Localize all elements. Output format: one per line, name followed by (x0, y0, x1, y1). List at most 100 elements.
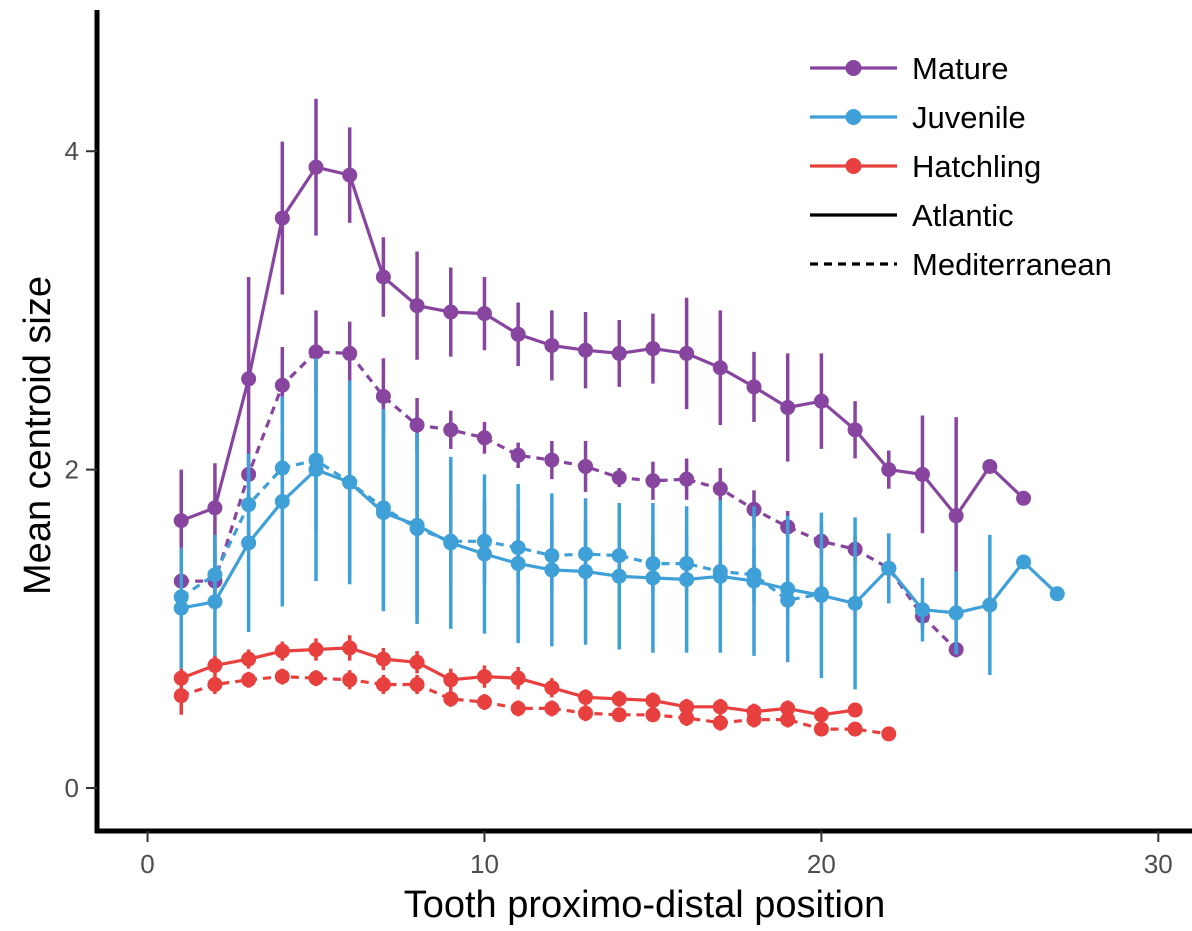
data-point (544, 452, 560, 468)
y-tick-label: 4 (65, 136, 79, 166)
data-point (308, 452, 324, 468)
data-point (409, 521, 425, 537)
data-point (645, 341, 661, 357)
data-point (544, 548, 560, 564)
data-point (948, 605, 964, 621)
data-point (510, 670, 526, 686)
data-point (679, 345, 695, 361)
data-point (409, 654, 425, 670)
legend-label: Atlantic (912, 198, 1014, 233)
legend-label: Mature (912, 51, 1008, 86)
axes (94, 10, 1192, 834)
data-point (746, 712, 762, 728)
legend-label: Mediterranean (912, 247, 1112, 282)
data-point (611, 470, 627, 486)
data-point (207, 567, 223, 583)
data-point (476, 694, 492, 710)
data-point (611, 707, 627, 723)
data-point (679, 471, 695, 487)
data-point (342, 345, 358, 361)
data-point (679, 699, 695, 715)
data-point (813, 707, 829, 723)
data-point (982, 458, 998, 474)
data-point (712, 481, 728, 497)
data-point (375, 269, 391, 285)
data-point (712, 564, 728, 580)
data-point (476, 533, 492, 549)
x-tick-label: 20 (807, 849, 836, 879)
data-point (443, 672, 459, 688)
data-point (274, 643, 290, 659)
data-point (409, 298, 425, 314)
data-point (948, 508, 964, 524)
data-point (510, 700, 526, 716)
data-point (308, 642, 324, 658)
data-point (544, 700, 560, 716)
data-point (780, 400, 796, 416)
data-point (342, 474, 358, 490)
data-point (746, 567, 762, 583)
data-point (510, 326, 526, 342)
data-point (679, 710, 695, 726)
data-point (645, 473, 661, 489)
legend-item-atlantic: Atlantic (810, 198, 1014, 233)
data-point (274, 377, 290, 393)
legend-label: Juvenile (912, 100, 1026, 135)
data-point (645, 692, 661, 708)
y-tick-label: 2 (65, 455, 79, 485)
data-point (881, 726, 897, 742)
data-point (308, 159, 324, 175)
data-point (375, 651, 391, 667)
data-point (813, 721, 829, 737)
series-juvenile-mediterranean (173, 380, 829, 625)
data-point (409, 417, 425, 433)
data-point (173, 589, 189, 605)
data-point (679, 556, 695, 572)
legend-label: Hatchling (912, 149, 1041, 184)
series-hatchling-mediterranean (173, 668, 897, 742)
data-point (241, 651, 257, 667)
x-tick-label: 0 (140, 849, 154, 879)
data-point (578, 689, 594, 705)
data-point (813, 393, 829, 409)
data-point (611, 548, 627, 564)
x-tick-label: 30 (1144, 849, 1173, 879)
data-point (342, 167, 358, 183)
data-point (544, 680, 560, 696)
data-point (1049, 586, 1065, 602)
data-point (780, 712, 796, 728)
legend-key-point (845, 109, 862, 125)
data-point (443, 304, 459, 320)
data-point (476, 430, 492, 446)
data-point (308, 344, 324, 360)
data-point (375, 500, 391, 516)
legend-item-mediterranean: Mediterranean (810, 247, 1112, 282)
data-point (914, 466, 930, 482)
data-point (207, 594, 223, 610)
data-point (578, 458, 594, 474)
legend-item-hatchling: Hatchling (810, 149, 1041, 184)
legend-item-juvenile: Juvenile (810, 100, 1026, 135)
data-point (780, 700, 796, 716)
data-point (578, 546, 594, 562)
data-point (510, 540, 526, 556)
data-point (746, 379, 762, 395)
data-point (342, 672, 358, 688)
series-mature-mediterranean (173, 310, 964, 658)
data-point (847, 422, 863, 438)
data-point (173, 513, 189, 529)
data-point (1016, 490, 1032, 506)
data-point (611, 345, 627, 361)
data-point (847, 721, 863, 737)
data-point (274, 210, 290, 226)
data-point (881, 462, 897, 478)
data-point (375, 388, 391, 404)
legend-key-point (845, 60, 862, 76)
data-point (847, 595, 863, 611)
data-point (443, 533, 459, 549)
legend-item-mature: Mature (810, 51, 1008, 86)
y-tick-label: 0 (65, 773, 79, 803)
data-point (241, 497, 257, 513)
data-point (645, 707, 661, 723)
data-point (578, 705, 594, 721)
